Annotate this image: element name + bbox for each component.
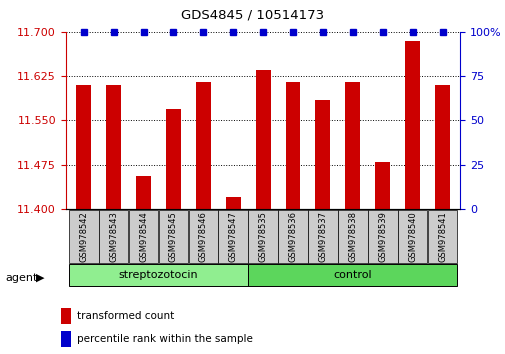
Bar bbox=[285, 82, 300, 209]
Bar bbox=[225, 197, 240, 209]
Text: GSM978537: GSM978537 bbox=[318, 211, 327, 262]
Text: GSM978544: GSM978544 bbox=[139, 211, 148, 262]
Bar bbox=[136, 176, 150, 209]
FancyBboxPatch shape bbox=[278, 210, 307, 263]
Text: GSM978545: GSM978545 bbox=[169, 211, 178, 262]
FancyBboxPatch shape bbox=[337, 210, 367, 263]
Text: GSM978543: GSM978543 bbox=[109, 211, 118, 262]
Bar bbox=[61, 308, 71, 324]
FancyBboxPatch shape bbox=[128, 210, 158, 263]
Text: GSM978535: GSM978535 bbox=[258, 211, 267, 262]
Bar bbox=[405, 41, 419, 209]
FancyBboxPatch shape bbox=[69, 210, 98, 263]
Bar bbox=[166, 109, 181, 209]
Text: GSM978546: GSM978546 bbox=[198, 211, 208, 262]
Bar bbox=[106, 85, 121, 209]
FancyBboxPatch shape bbox=[427, 210, 457, 263]
FancyBboxPatch shape bbox=[367, 210, 397, 263]
Text: GSM978542: GSM978542 bbox=[79, 211, 88, 262]
Bar bbox=[375, 162, 389, 209]
Bar bbox=[434, 85, 449, 209]
FancyBboxPatch shape bbox=[69, 264, 247, 286]
FancyBboxPatch shape bbox=[98, 210, 128, 263]
FancyBboxPatch shape bbox=[308, 210, 337, 263]
FancyBboxPatch shape bbox=[158, 210, 188, 263]
Text: GSM978538: GSM978538 bbox=[347, 211, 357, 262]
Bar bbox=[61, 331, 71, 347]
FancyBboxPatch shape bbox=[247, 264, 457, 286]
Text: streptozotocin: streptozotocin bbox=[119, 270, 198, 280]
FancyBboxPatch shape bbox=[218, 210, 247, 263]
Text: control: control bbox=[333, 270, 371, 280]
Bar bbox=[76, 85, 91, 209]
Text: GSM978541: GSM978541 bbox=[437, 211, 446, 262]
Text: percentile rank within the sample: percentile rank within the sample bbox=[77, 334, 252, 344]
Text: GSM978547: GSM978547 bbox=[228, 211, 237, 262]
Text: ▶: ▶ bbox=[36, 273, 45, 283]
Bar bbox=[255, 70, 270, 209]
Bar bbox=[345, 82, 360, 209]
Bar bbox=[315, 100, 330, 209]
Text: GSM978536: GSM978536 bbox=[288, 211, 297, 262]
FancyBboxPatch shape bbox=[188, 210, 218, 263]
Text: transformed count: transformed count bbox=[77, 311, 174, 321]
Text: GDS4845 / 10514173: GDS4845 / 10514173 bbox=[181, 9, 324, 22]
Bar bbox=[195, 82, 211, 209]
FancyBboxPatch shape bbox=[248, 210, 277, 263]
Text: GSM978540: GSM978540 bbox=[408, 211, 416, 262]
Text: agent: agent bbox=[5, 273, 37, 283]
FancyBboxPatch shape bbox=[397, 210, 427, 263]
Text: GSM978539: GSM978539 bbox=[377, 211, 386, 262]
